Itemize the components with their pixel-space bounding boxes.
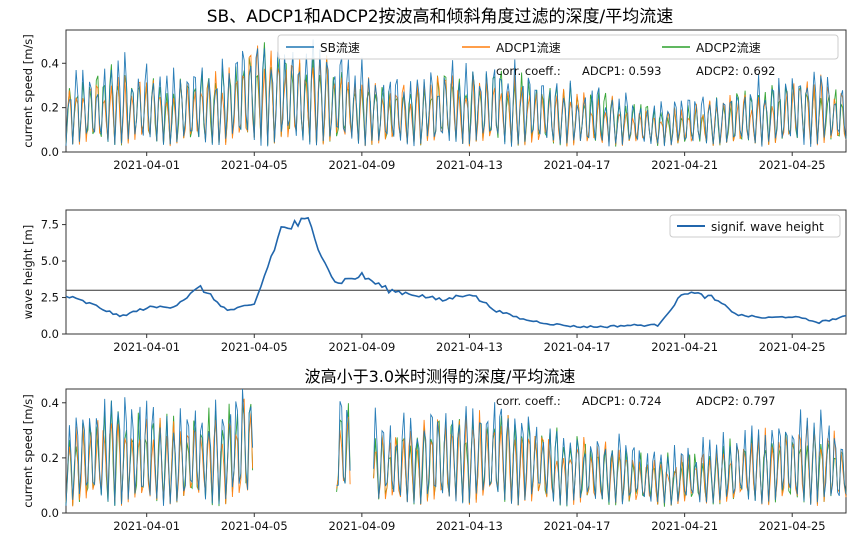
legend-label-adcp1: ADCP1流速 xyxy=(496,41,561,55)
chart3-corr-adcp1: ADCP1: 0.724 xyxy=(582,394,661,408)
chart2-xtick-label-6: 2021-04-25 xyxy=(759,340,826,354)
chart1-series-lines xyxy=(65,39,847,147)
chart1-xtick-label-6: 2021-04-25 xyxy=(759,158,826,172)
chart2-ytick-label-1: 2.5 xyxy=(41,291,59,305)
chart3-corr-label: corr. coeff.: xyxy=(496,394,561,408)
chart2-legend: signif. wave height xyxy=(669,214,841,238)
chart3-xtick-label-3: 2021-04-13 xyxy=(436,519,503,533)
chart2-y-ticks: 0.0 2.5 5.0 7.5 xyxy=(41,218,66,341)
chart3-plot: 0.0 0.2 0.4 2021-04-01 2021-04-05 2021-04-09… xyxy=(21,388,847,533)
chart2-legend-box xyxy=(669,214,841,238)
chart3-xtick-label-6: 2021-04-25 xyxy=(759,519,826,533)
chart1-xtick-label-0: 2021-04-01 xyxy=(113,158,180,172)
chart1-xtick-label-2: 2021-04-09 xyxy=(328,158,395,172)
chart1-frame xyxy=(65,29,847,153)
chart3-ytick-label-2: 0.4 xyxy=(41,396,59,410)
legend-label-adcp2: ADCP2流速 xyxy=(696,41,761,55)
chart3-xtick-label-0: 2021-04-01 xyxy=(113,519,180,533)
chart2-ytick-label-0: 0.0 xyxy=(41,327,59,341)
chart3-ytick-label-0: 0.0 xyxy=(41,506,59,520)
chart1-x-ticks: 2021-04-01 2021-04-05 2021-04-09 2021-04-13… xyxy=(113,152,826,172)
chart2-ylabel: wave height [m] xyxy=(21,225,35,319)
chart3-xtick-label-5: 2021-04-21 xyxy=(651,519,718,533)
chart3-xtick-label-4: 2021-04-17 xyxy=(544,519,611,533)
chart1-corr-adcp2: ADCP2: 0.692 xyxy=(696,64,775,78)
chart2-x-ticks: 2021-04-01 2021-04-05 2021-04-09 2021-04-13… xyxy=(113,334,826,354)
chart1-legend-box xyxy=(277,34,839,60)
chart2-xtick-label-2: 2021-04-09 xyxy=(328,340,395,354)
chart2-xtick-label-1: 2021-04-05 xyxy=(221,340,288,354)
chart2-xtick-label-5: 2021-04-21 xyxy=(651,340,718,354)
chart1-title: SB、ADCP1和ADCP2按波高和倾斜角度过滤的深度/平均流速 xyxy=(207,7,674,27)
chart1-plot: 0.0 0.2 0.4 2021-04-01 2021-04-05 2021-04-09… xyxy=(21,29,847,172)
chart1-ytick-label-2: 0.4 xyxy=(41,56,59,70)
chart1-xtick-label-1: 2021-04-05 xyxy=(221,158,288,172)
legend-label-sb: SB流速 xyxy=(320,41,360,55)
chart2-wave-height-line xyxy=(65,216,847,329)
chart3-series-0 xyxy=(65,388,847,506)
chart1-series-1 xyxy=(65,45,847,147)
chart2-xtick-label-0: 2021-04-01 xyxy=(113,340,180,354)
chart3-xtick-label-1: 2021-04-05 xyxy=(221,519,288,533)
chart1-ytick-label-0: 0.0 xyxy=(41,145,59,159)
chart3-series-lines xyxy=(65,388,847,507)
chart1-xtick-label-5: 2021-04-21 xyxy=(651,158,718,172)
chart1-xtick-label-3: 2021-04-13 xyxy=(436,158,503,172)
chart2-ytick-label-3: 7.5 xyxy=(41,218,59,232)
chart2-ytick-label-2: 5.0 xyxy=(41,254,59,268)
chart3-frame xyxy=(65,388,847,514)
legend-label-wave: signif. wave height xyxy=(711,220,824,234)
chart3-ytick-label-1: 0.2 xyxy=(41,451,59,465)
chart1-corr-label: corr. coeff.: xyxy=(496,64,561,78)
chart3-title: 波高小于3.0米时测得的深度/平均流速 xyxy=(305,367,576,386)
chart3-x-ticks: 2021-04-01 2021-04-05 2021-04-09 2021-04-13… xyxy=(113,513,826,533)
chart1-ylabel: current speed [m/s] xyxy=(21,34,35,148)
chart1-xtick-label-4: 2021-04-17 xyxy=(544,158,611,172)
chart3-y-ticks: 0.0 0.2 0.4 xyxy=(41,396,66,520)
chart3-corr-adcp2: ADCP2: 0.797 xyxy=(696,394,775,408)
chart2-plot: 0.02.55.07.5 2021-04-01 2021-04-05 2021-04… xyxy=(21,209,847,354)
chart1-legend: SB流速 ADCP1流速 ADCP2流速 xyxy=(277,34,839,60)
chart3-xtick-label-2: 2021-04-09 xyxy=(328,519,395,533)
chart2-frame xyxy=(65,209,847,335)
chart2-xtick-label-4: 2021-04-17 xyxy=(544,340,611,354)
chart2-xtick-label-3: 2021-04-13 xyxy=(436,340,503,354)
chart1-y-ticks: 0.0 0.2 0.4 xyxy=(41,56,66,159)
chart1-corr-adcp1: ADCP1: 0.593 xyxy=(582,64,661,78)
chart1-ytick-label-1: 0.2 xyxy=(41,101,59,115)
chart3-ylabel: current speed [m/s] xyxy=(21,394,35,508)
chart1-series-0 xyxy=(65,39,847,147)
